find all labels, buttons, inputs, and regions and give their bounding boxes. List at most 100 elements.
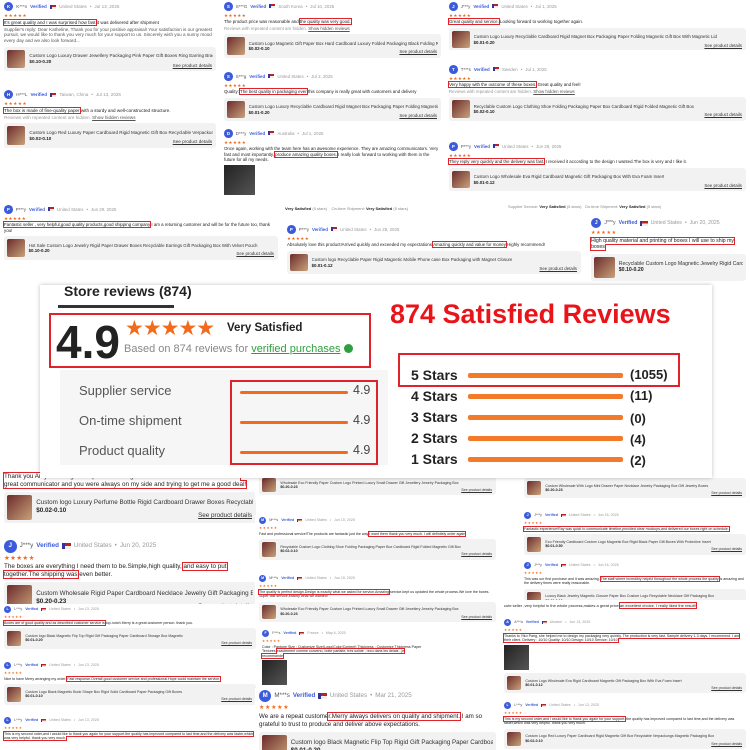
see-product-details-link[interactable]: See product details [711, 685, 742, 690]
see-product-details-link[interactable]: See product details [221, 697, 252, 702]
product-card[interactable]: Custom Logo Luxury Recyclable Cardboard … [224, 97, 441, 122]
product-card[interactable]: Luxury Black Jewelry Magnetic Closure Pa… [524, 588, 746, 600]
product-name[interactable]: Eco Friendly Cardboard Custom Logo Magne… [545, 539, 711, 544]
five-stars-icon: ★★★★★ [449, 152, 472, 158]
verified-purchases-link[interactable]: verified purchases [251, 343, 341, 355]
see-product-details-link[interactable]: See product details [704, 182, 742, 188]
product-thumbnail [527, 481, 542, 496]
avatar: F [262, 630, 270, 638]
product-card[interactable]: Custom Wholesale With Logo Mini Drawer P… [524, 478, 746, 499]
five-stars-icon: ★★★★★ [4, 13, 28, 19]
product-card[interactable]: Custom Logo Luxury Recyclable Cardboard … [449, 27, 746, 50]
review-date: Jul 10, 2025 [310, 3, 335, 9]
reviewer-country: United States [569, 513, 591, 518]
product-name[interactable]: Custom Wholesale With Logo Mini Drawer P… [545, 483, 709, 488]
product-name[interactable]: Custom logo Black Magnetic Flip Top Rigi… [25, 633, 183, 638]
product-thumbnail [7, 687, 22, 702]
reviewer-name: J***y [534, 563, 542, 568]
product-name[interactable]: Custom Logo Luxury Recyclable Cardboard … [473, 34, 717, 40]
see-product-details-link[interactable]: See product details [172, 62, 212, 68]
product-card[interactable]: Custom logo Recyclable Paper Rigid Magne… [287, 250, 581, 275]
product-card[interactable]: Custom logo Luxury Perfume Bottle Rigid … [4, 491, 256, 523]
separator: • [370, 692, 373, 700]
product-name[interactable]: Custom logo Black Magnetic Flip Top Rigi… [290, 739, 493, 747]
product-card[interactable]: Custom Logo Black Magnetic Book Shape Bo… [4, 684, 256, 705]
strip-suffix: (5 stars) [393, 206, 409, 211]
product-name[interactable]: Custom logo Luxury Perfume Bottle Rigid … [36, 499, 253, 507]
product-card[interactable]: Custom Logo Wholesale Eva Rigid Cardboar… [449, 167, 746, 192]
review-highlight: the quality was very good. [298, 18, 352, 26]
separator: • [684, 219, 687, 226]
see-product-details-link[interactable]: See product details [704, 112, 742, 118]
product-name[interactable]: Wholesale Eco Friendly Paper Custom Logo… [280, 607, 459, 612]
review-card: S S***G Verified South Korea • Jul 10, 2025 ★★… [220, 0, 445, 68]
see-product-details-link[interactable]: See product details [221, 641, 252, 646]
show-hidden-reviews-link[interactable]: Show hidden reviews [92, 114, 136, 120]
product-thumbnail [7, 631, 22, 646]
see-product-details-link[interactable]: See product details [399, 49, 437, 55]
product-card[interactable]: Custom Logo Red Luxury Paper Cardboard R… [4, 123, 216, 148]
product-name[interactable]: Recyclable Custom Logo Magnetic Jewelry … [618, 260, 743, 267]
see-product-details-link[interactable]: See product details [539, 265, 577, 271]
product-price: $0.20-0.23 [36, 597, 67, 604]
show-hidden-reviews-link[interactable]: Show hidden reviews [533, 88, 575, 94]
see-product-details-link[interactable]: See product details [704, 42, 742, 48]
product-card[interactable]: Custom logo Black Magnetic Flip Top Rigi… [4, 628, 256, 649]
avatar: S [224, 72, 233, 81]
product-thumbnail [262, 734, 287, 750]
review-card: J J***y Verified United States • Jun 16, 2025… [520, 560, 750, 600]
see-product-details-link[interactable]: See product details [711, 547, 742, 552]
product-card[interactable]: Custom logo Black Magnetic Flip Top Rigi… [259, 731, 496, 750]
product-card[interactable]: Custom Wholesale Rigid Paper Cardboard N… [4, 582, 256, 604]
see-product-details-link[interactable]: See product details [172, 139, 212, 145]
product-card[interactable]: Recyclable Custom Logo Clothing Shoe Fol… [449, 97, 746, 121]
product-name[interactable]: Custom Logo Magnetic Gift Paper Box Hard… [248, 40, 438, 46]
hidden-note-text: Reviews with repeated content are hidden… [224, 25, 307, 31]
product-name[interactable]: Custom Logo Luxury Drawer Jewellery Pack… [29, 53, 213, 59]
see-product-details-link[interactable]: See product details [461, 614, 492, 619]
product-name[interactable]: Wholesale Eco Friendly Paper Custom Logo… [280, 480, 459, 485]
product-name[interactable]: Hot Sale Custom Logo Jewelry Rigid Paper… [28, 242, 258, 248]
product-info: Recyclable Custom Logo Clothing Shoe Fol… [280, 545, 460, 554]
metric-value: 4.9 [353, 443, 371, 457]
product-name[interactable]: Custom Logo Wholesale Eva Rigid Cardboar… [473, 174, 665, 180]
show-hidden-reviews-link[interactable]: Show hidden reviews [308, 25, 350, 31]
product-name[interactable]: Custom Wholesale Rigid Paper Cardboard N… [36, 589, 253, 597]
product-card[interactable]: Custom Logo Wholesale Eva Rigid Cardboar… [504, 672, 746, 694]
reviewer-name: J***y [534, 513, 542, 518]
product-card[interactable]: Wholesale Eco Friendly Paper Custom Logo… [259, 601, 496, 623]
product-card[interactable]: Recyclable Custom Logo Clothing Shoe Fol… [259, 539, 496, 560]
product-card[interactable]: Eco Friendly Cardboard Custom Logo Magne… [524, 534, 746, 555]
see-product-details-link[interactable]: See product details [236, 251, 274, 257]
product-name[interactable]: Custom Logo Black Magnetic Book Shape Bo… [25, 689, 183, 694]
product-name[interactable]: Custom Logo Red Luxury Paper Cardboard R… [525, 734, 715, 739]
see-product-details-link[interactable]: See product details [711, 490, 742, 495]
product-name[interactable]: Recyclable Custom Logo Clothing Shoe Fol… [473, 103, 694, 109]
product-card[interactable]: Custom Logo Red Luxury Paper Cardboard R… [504, 728, 746, 750]
see-product-details-link[interactable]: See product details [711, 741, 742, 746]
product-card[interactable]: Hot Sale Custom Logo Jewelry Rigid Paper… [4, 236, 278, 260]
product-name[interactable]: Custom Logo Red Luxury Paper Cardboard R… [29, 129, 213, 135]
product-name[interactable]: Luxury Black Jewelry Magnetic Closure Pa… [545, 594, 715, 599]
product-name[interactable]: Recyclable Custom Logo Clothing Shoe Fol… [280, 544, 461, 549]
star-level-bar [468, 457, 623, 462]
review-text: Once again, working with the team here h… [224, 146, 441, 163]
see-product-details-link[interactable]: See product details [198, 512, 252, 520]
product-card[interactable]: Custom Logo Magnetic Gift Paper Box Hard… [224, 34, 441, 58]
review-photo[interactable] [224, 164, 255, 195]
product-card[interactable]: Custom Logo Luxury Drawer Jewellery Pack… [4, 46, 216, 72]
see-product-details-link[interactable]: See product details [461, 552, 492, 557]
review-photo[interactable] [262, 660, 288, 686]
product-card[interactable]: Wholesale Eco Friendly Paper Custom Logo… [259, 475, 496, 496]
metric-bar [240, 451, 348, 454]
product-name[interactable]: Custom logo Recyclable Paper Rigid Magne… [311, 257, 513, 263]
product-card[interactable]: Recyclable Custom Logo Magnetic Jewelry … [591, 253, 746, 281]
see-product-details-link[interactable]: See product details [198, 603, 252, 605]
product-name[interactable]: Custom Logo Luxury Recyclable Cardboard … [248, 104, 438, 110]
product-name[interactable]: Custom Logo Wholesale Eva Rigid Cardboar… [525, 678, 682, 683]
separator: • [89, 3, 92, 9]
store-reviews-title[interactable]: Store reviews (874) [64, 283, 192, 299]
see-product-details-link[interactable]: See product details [399, 112, 437, 118]
review-photo[interactable] [504, 644, 530, 670]
see-product-details-link[interactable]: See product details [461, 487, 492, 492]
